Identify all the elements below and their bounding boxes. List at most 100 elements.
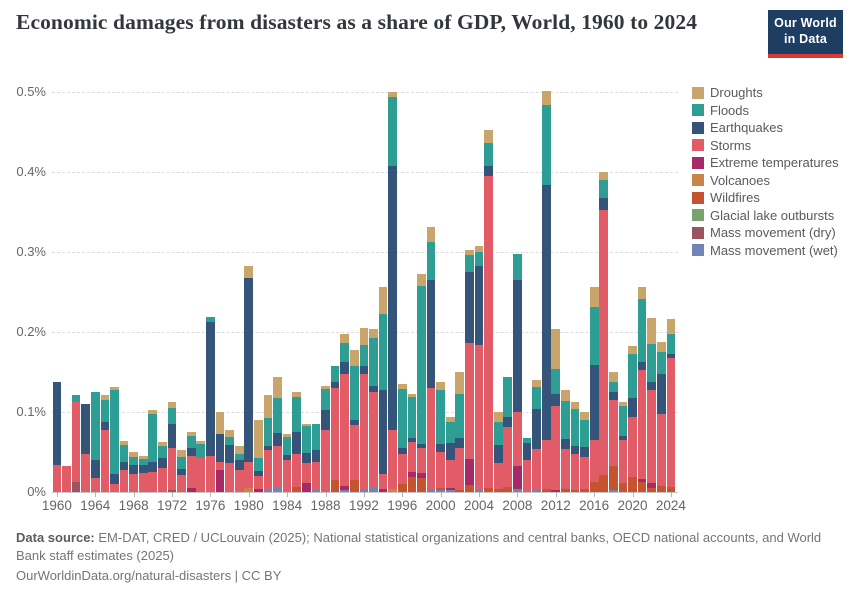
- owid-logo[interactable]: Our World in Data: [768, 10, 843, 58]
- bar-segment-floods-2008[interactable]: [513, 253, 522, 280]
- bar-segment-wildfires-2011[interactable]: [541, 488, 551, 492]
- bar-segment-droughts-2022[interactable]: [647, 317, 657, 344]
- bar-segment-droughts-1984[interactable]: [282, 433, 292, 437]
- bar-segment-wildfires-2024[interactable]: [666, 487, 676, 492]
- bar-segment-droughts-1991[interactable]: [349, 349, 359, 366]
- bar-segment-floods-2018[interactable]: [609, 381, 618, 392]
- bar-segment-earthquakes-1992[interactable]: [359, 366, 369, 375]
- bar-segment-droughts-2002[interactable]: [455, 372, 465, 395]
- bar-segment-droughts-2013[interactable]: [561, 390, 570, 401]
- bar-segment-floods-1995[interactable]: [388, 96, 398, 166]
- bar-segment-earthquakes-2020[interactable]: [628, 398, 637, 417]
- bar-segment-droughts-1980[interactable]: [244, 265, 254, 278]
- bar-segment-earthquakes-1995[interactable]: [388, 165, 398, 431]
- bar-segment-droughts-1988[interactable]: [321, 386, 330, 389]
- bar-segment-storms-2015[interactable]: [580, 456, 589, 489]
- bar-segment-storms-2017[interactable]: [599, 210, 609, 476]
- bar-segment-storms-1979[interactable]: [234, 469, 244, 492]
- bar-segment-storms-2019[interactable]: [618, 440, 628, 484]
- bar-segment-earthquakes-2003[interactable]: [465, 272, 474, 344]
- legend-item-volcanoes[interactable]: Volcanoes: [692, 172, 839, 190]
- bar-segment-wildfires-2002[interactable]: [455, 489, 465, 492]
- bar-segment-earthquakes-2021[interactable]: [637, 362, 647, 371]
- bar-segment-earthquakes-1991[interactable]: [349, 420, 359, 425]
- bar-segment-storms-2010[interactable]: [532, 448, 541, 490]
- bar-segment-storms-2008[interactable]: [513, 412, 522, 467]
- bar-segment-droughts-1965[interactable]: [100, 395, 110, 400]
- bar-segment-storms-1973[interactable]: [177, 475, 186, 492]
- bar-segment-floods-1967[interactable]: [119, 444, 129, 462]
- bar-segment-storms-1993[interactable]: [369, 392, 378, 488]
- bar-segment-droughts-1979[interactable]: [234, 445, 244, 454]
- bar-segment-storms-1991[interactable]: [349, 424, 359, 480]
- bar-segment-droughts-2017[interactable]: [599, 172, 609, 180]
- bar-segment-extreme-1981[interactable]: [254, 488, 263, 492]
- bar-segment-wildfires-2023[interactable]: [656, 486, 666, 492]
- bar-segment-floods-1971[interactable]: [158, 445, 167, 459]
- bar-segment-storms-1998[interactable]: [417, 448, 426, 473]
- bar-segment-earthquakes-1971[interactable]: [158, 458, 167, 468]
- bar-segment-earthquakes-2001[interactable]: [445, 443, 455, 460]
- bar-segment-floods-1983[interactable]: [273, 397, 282, 433]
- bar-segment-earthquakes-1980[interactable]: [244, 277, 254, 462]
- bar-segment-earthquakes-2007[interactable]: [503, 416, 513, 428]
- bar-segment-storms-1969[interactable]: [138, 472, 148, 492]
- bar-segment-storms-1989[interactable]: [330, 388, 340, 480]
- bar-segment-volcanoes-1995[interactable]: [388, 488, 398, 492]
- bar-segment-floods-2003[interactable]: [465, 255, 474, 272]
- bar-segment-storms-2000[interactable]: [436, 452, 445, 488]
- bar-segment-floods-2019[interactable]: [618, 406, 628, 436]
- bar-segment-earthquakes-2008[interactable]: [513, 280, 522, 412]
- bar-segment-floods-1987[interactable]: [311, 424, 321, 450]
- bar-segment-floods-1996[interactable]: [397, 388, 407, 448]
- bar-segment-storms-2013[interactable]: [561, 448, 570, 489]
- bar-segment-storms-2024[interactable]: [666, 358, 676, 488]
- bar-segment-droughts-1999[interactable]: [426, 227, 436, 242]
- bar-segment-droughts-1986[interactable]: [301, 424, 311, 426]
- bar-segment-storms-1988[interactable]: [321, 430, 330, 492]
- bar-segment-storms-1978[interactable]: [225, 463, 234, 492]
- bar-segment-floods-1985[interactable]: [292, 396, 302, 432]
- bar-segment-extreme-2003[interactable]: [465, 459, 474, 485]
- bar-segment-earthquakes-1994[interactable]: [378, 390, 388, 475]
- bar-segment-storms-2006[interactable]: [493, 463, 503, 489]
- bar-segment-storms-1963[interactable]: [81, 453, 91, 492]
- bar-segment-floods-1986[interactable]: [301, 425, 311, 453]
- bar-segment-earthquakes-2017[interactable]: [599, 198, 609, 211]
- bar-segment-storms-1961[interactable]: [62, 465, 71, 492]
- bar-segment-floods-1984[interactable]: [282, 436, 292, 456]
- bar-segment-floods-1994[interactable]: [378, 313, 388, 391]
- bar-segment-earthquakes-1970[interactable]: [148, 462, 158, 472]
- bar-segment-floods-1991[interactable]: [349, 365, 359, 420]
- bar-segment-earthquakes-2004[interactable]: [474, 266, 484, 345]
- bar-segment-storms-2023[interactable]: [656, 413, 666, 487]
- bar-segment-storms-2003[interactable]: [465, 343, 474, 460]
- owid-url-link[interactable]: OurWorldinData.org/natural-disasters | C…: [16, 568, 282, 583]
- bar-segment-droughts-1978[interactable]: [225, 430, 234, 437]
- bar-segment-wildfires-2015[interactable]: [580, 488, 589, 492]
- bar-segment-earthquakes-1985[interactable]: [292, 432, 302, 454]
- bar-segment-floods-1998[interactable]: [417, 285, 426, 444]
- bar-segment-floods-1988[interactable]: [321, 388, 330, 411]
- bar-segment-floods-2000[interactable]: [436, 389, 445, 444]
- bar-segment-earthquakes-2005[interactable]: [484, 165, 493, 176]
- bar-segment-droughts-2000[interactable]: [436, 381, 445, 390]
- bar-segment-earthquakes-2002[interactable]: [455, 438, 465, 448]
- bar-segment-storms-2022[interactable]: [647, 390, 657, 484]
- bar-segment-mass_wet-1999[interactable]: [426, 488, 436, 492]
- bar-segment-wildfires-2017[interactable]: [599, 475, 609, 492]
- bar-segment-extreme-1998[interactable]: [417, 472, 426, 479]
- bar-segment-earthquakes-2013[interactable]: [561, 439, 570, 449]
- bar-segment-storms-1994[interactable]: [378, 474, 388, 489]
- bar-segment-droughts-1981[interactable]: [254, 420, 263, 458]
- bar-segment-droughts-2010[interactable]: [532, 380, 541, 388]
- legend-item-glacial[interactable]: Glacial lake outbursts: [692, 207, 839, 225]
- bar-segment-storms-1965[interactable]: [100, 429, 110, 492]
- bar-segment-earthquakes-2010[interactable]: [532, 408, 541, 449]
- bar-segment-mass_wet-1993[interactable]: [369, 488, 378, 492]
- bar-segment-floods-2014[interactable]: [570, 408, 580, 446]
- bar-segment-floods-2024[interactable]: [666, 334, 676, 355]
- bar-segment-wildfires-1985[interactable]: [292, 487, 302, 492]
- bar-segment-droughts-2006[interactable]: [493, 412, 503, 422]
- bar-segment-floods-2017[interactable]: [599, 180, 609, 199]
